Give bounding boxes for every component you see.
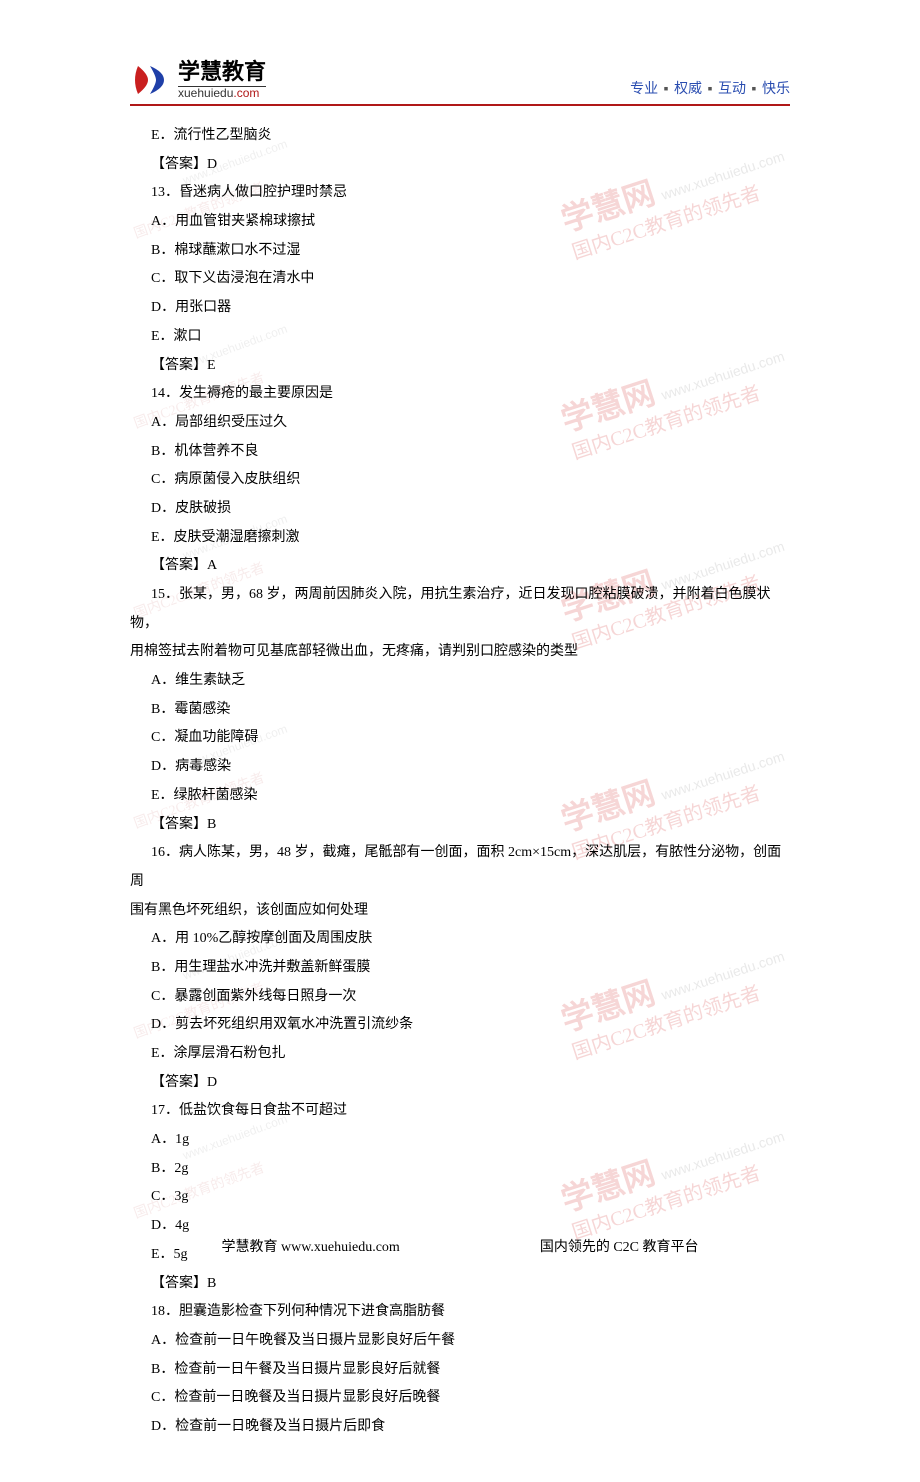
body-line: D．皮肤破损 bbox=[130, 495, 790, 524]
body-line: B．2g bbox=[130, 1155, 790, 1184]
body-line: C．暴露创面紫外线每日照身一次 bbox=[130, 983, 790, 1012]
body-line: A．用血管钳夹紧棉球擦拭 bbox=[130, 208, 790, 237]
body-line: 【答案】D bbox=[130, 151, 790, 180]
logo-en-suffix: .com bbox=[233, 86, 259, 100]
body-line: E．漱口 bbox=[130, 323, 790, 352]
logo-cn-text: 学慧教育 bbox=[178, 60, 266, 86]
tagline-word: 专业 bbox=[630, 82, 658, 97]
body-line: 【答案】E bbox=[130, 352, 790, 381]
body-line: A．局部组织受压过久 bbox=[130, 409, 790, 438]
body-line: D．检查前一日晚餐及当日摄片后即食 bbox=[130, 1413, 790, 1442]
body-line: 13．昏迷病人做口腔护理时禁忌 bbox=[130, 179, 790, 208]
body-line: C．取下义齿浸泡在清水中 bbox=[130, 265, 790, 294]
body-line: 15．张某，男，68 岁，两周前因肺炎入院，用抗生素治疗，近日发现口腔粘膜破溃，… bbox=[130, 581, 790, 638]
body-line: 围有黑色坏死组织，该创面应如何处理 bbox=[130, 897, 790, 926]
tagline-sep: ▪ bbox=[704, 82, 716, 97]
logo-icon bbox=[130, 60, 170, 100]
tagline-word: 快乐 bbox=[762, 82, 790, 97]
body-line: 【答案】A bbox=[130, 552, 790, 581]
body-line: E．流行性乙型脑炎 bbox=[130, 122, 790, 151]
body-line: B．棉球蘸漱口水不过湿 bbox=[130, 237, 790, 266]
body-line: C．凝血功能障碍 bbox=[130, 724, 790, 753]
body-line: 16．病人陈某，男，48 岁，截瘫，尾骶部有一创面，面积 2cm×15cm，深达… bbox=[130, 839, 790, 896]
body-line: 14．发生褥疮的最主要原因是 bbox=[130, 380, 790, 409]
body-line: D．用张口器 bbox=[130, 294, 790, 323]
header-tagline: 专业 ▪ 权威 ▪ 互动 ▪ 快乐 bbox=[630, 78, 790, 100]
body-line: 用棉签拭去附着物可见基底部轻微出血，无疼痛，请判别口腔感染的类型 bbox=[130, 638, 790, 667]
body-line: E．涂厚层滑石粉包扎 bbox=[130, 1040, 790, 1069]
logo-block: 学慧教育 xuehuiedu.com bbox=[130, 60, 266, 100]
body-line: 【答案】B bbox=[130, 1270, 790, 1299]
body-line: A．维生素缺乏 bbox=[130, 667, 790, 696]
body-line: C．3g bbox=[130, 1183, 790, 1212]
logo-text: 学慧教育 xuehuiedu.com bbox=[178, 60, 266, 99]
tagline-sep: ▪ bbox=[660, 82, 672, 97]
tagline-sep: ▪ bbox=[748, 82, 760, 97]
body-line: B．霉菌感染 bbox=[130, 696, 790, 725]
document-body: E．流行性乙型脑炎【答案】D13．昏迷病人做口腔护理时禁忌A．用血管钳夹紧棉球擦… bbox=[130, 122, 790, 1442]
body-line: A．检查前一日午晚餐及当日摄片显影良好后午餐 bbox=[130, 1327, 790, 1356]
page-header: 学慧教育 xuehuiedu.com 专业 ▪ 权威 ▪ 互动 ▪ 快乐 bbox=[130, 60, 790, 106]
body-line: 【答案】B bbox=[130, 811, 790, 840]
document-page: 学慧教育 xuehuiedu.com 专业 ▪ 权威 ▪ 互动 ▪ 快乐 E．流… bbox=[0, 0, 920, 1482]
body-line: 【答案】D bbox=[130, 1069, 790, 1098]
body-line: D．4g bbox=[130, 1212, 790, 1241]
tagline-word: 权威 bbox=[674, 82, 702, 97]
body-line: B．用生理盐水冲洗并敷盖新鲜蛋膜 bbox=[130, 954, 790, 983]
tagline-word: 互动 bbox=[718, 82, 746, 97]
logo-en-base: xuehuiedu bbox=[178, 86, 233, 100]
body-line: 18．胆囊造影检查下列何种情况下进食高脂肪餐 bbox=[130, 1298, 790, 1327]
body-line: A．1g bbox=[130, 1126, 790, 1155]
logo-en-text: xuehuiedu.com bbox=[178, 87, 266, 100]
body-line: E．5g bbox=[130, 1241, 790, 1270]
body-line: D．病毒感染 bbox=[130, 753, 790, 782]
body-line: E．绿脓杆菌感染 bbox=[130, 782, 790, 811]
body-line: C．检查前一日晚餐及当日摄片显影良好后晚餐 bbox=[130, 1384, 790, 1413]
body-line: B．机体营养不良 bbox=[130, 438, 790, 467]
body-line: C．病原菌侵入皮肤组织 bbox=[130, 466, 790, 495]
body-line: B．检查前一日午餐及当日摄片显影良好后就餐 bbox=[130, 1356, 790, 1385]
body-line: 17．低盐饮食每日食盐不可超过 bbox=[130, 1097, 790, 1126]
body-line: A．用 10%乙醇按摩创面及周围皮肤 bbox=[130, 925, 790, 954]
body-line: D．剪去坏死组织用双氧水冲洗置引流纱条 bbox=[130, 1011, 790, 1040]
body-line: E．皮肤受潮湿磨擦刺激 bbox=[130, 524, 790, 553]
